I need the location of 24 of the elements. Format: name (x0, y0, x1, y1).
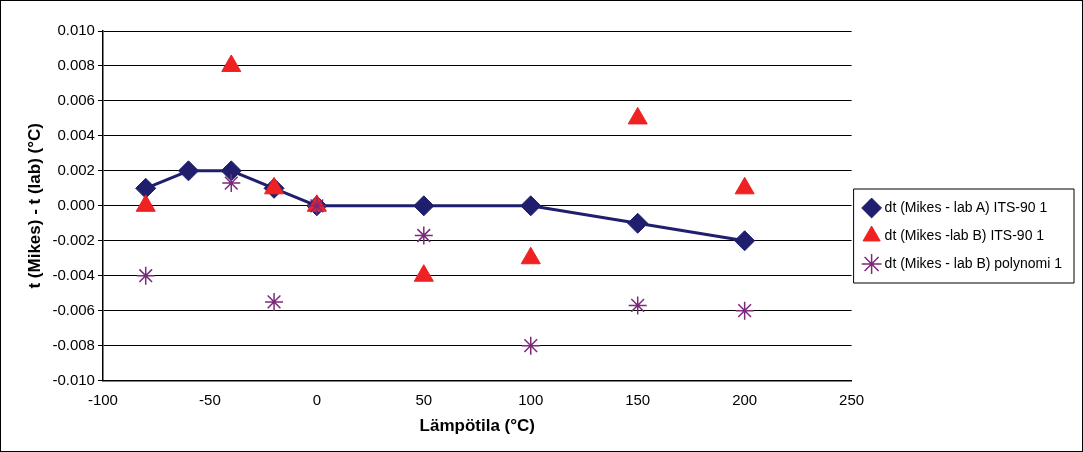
y-tick-label: 0.004 (57, 126, 95, 144)
x-tick-label: 50 (415, 390, 433, 408)
legend-label: dt (Mikes -lab B) ITS-90 1 (884, 226, 1045, 243)
x-axis-title: Lämpötila (°C) (419, 416, 535, 436)
legend-label: dt (Mikes - lab B) polynomi 1 (884, 254, 1063, 271)
y-tick-label: 0.008 (57, 56, 95, 74)
y-tick-label: 0.010 (57, 21, 95, 39)
x-tick-label: 150 (625, 390, 651, 408)
x-tick-label: 100 (518, 390, 544, 408)
y-tick-label: 0.002 (57, 160, 95, 178)
x-tick-label: -50 (199, 390, 221, 408)
x-tick-label: 0 (312, 390, 322, 408)
y-tick-label: 0.000 (57, 195, 95, 213)
legend-label: dt (Mikes - lab A) ITS-90 1 (884, 198, 1048, 215)
y-tick-label: -0.006 (52, 300, 95, 318)
y-tick-label: 0.006 (57, 91, 95, 109)
y-tick-label: -0.002 (52, 230, 95, 248)
y-tick-label: -0.008 (52, 335, 95, 353)
y-tick-label: -0.004 (52, 265, 95, 283)
x-tick-label: -100 (87, 390, 118, 408)
x-tick-label: 250 (839, 390, 865, 408)
y-tick-label: -0.010 (52, 370, 95, 388)
x-tick-label: 200 (732, 390, 758, 408)
y-axis-title: t (Mikes) - t (lab) (°C) (24, 123, 44, 289)
